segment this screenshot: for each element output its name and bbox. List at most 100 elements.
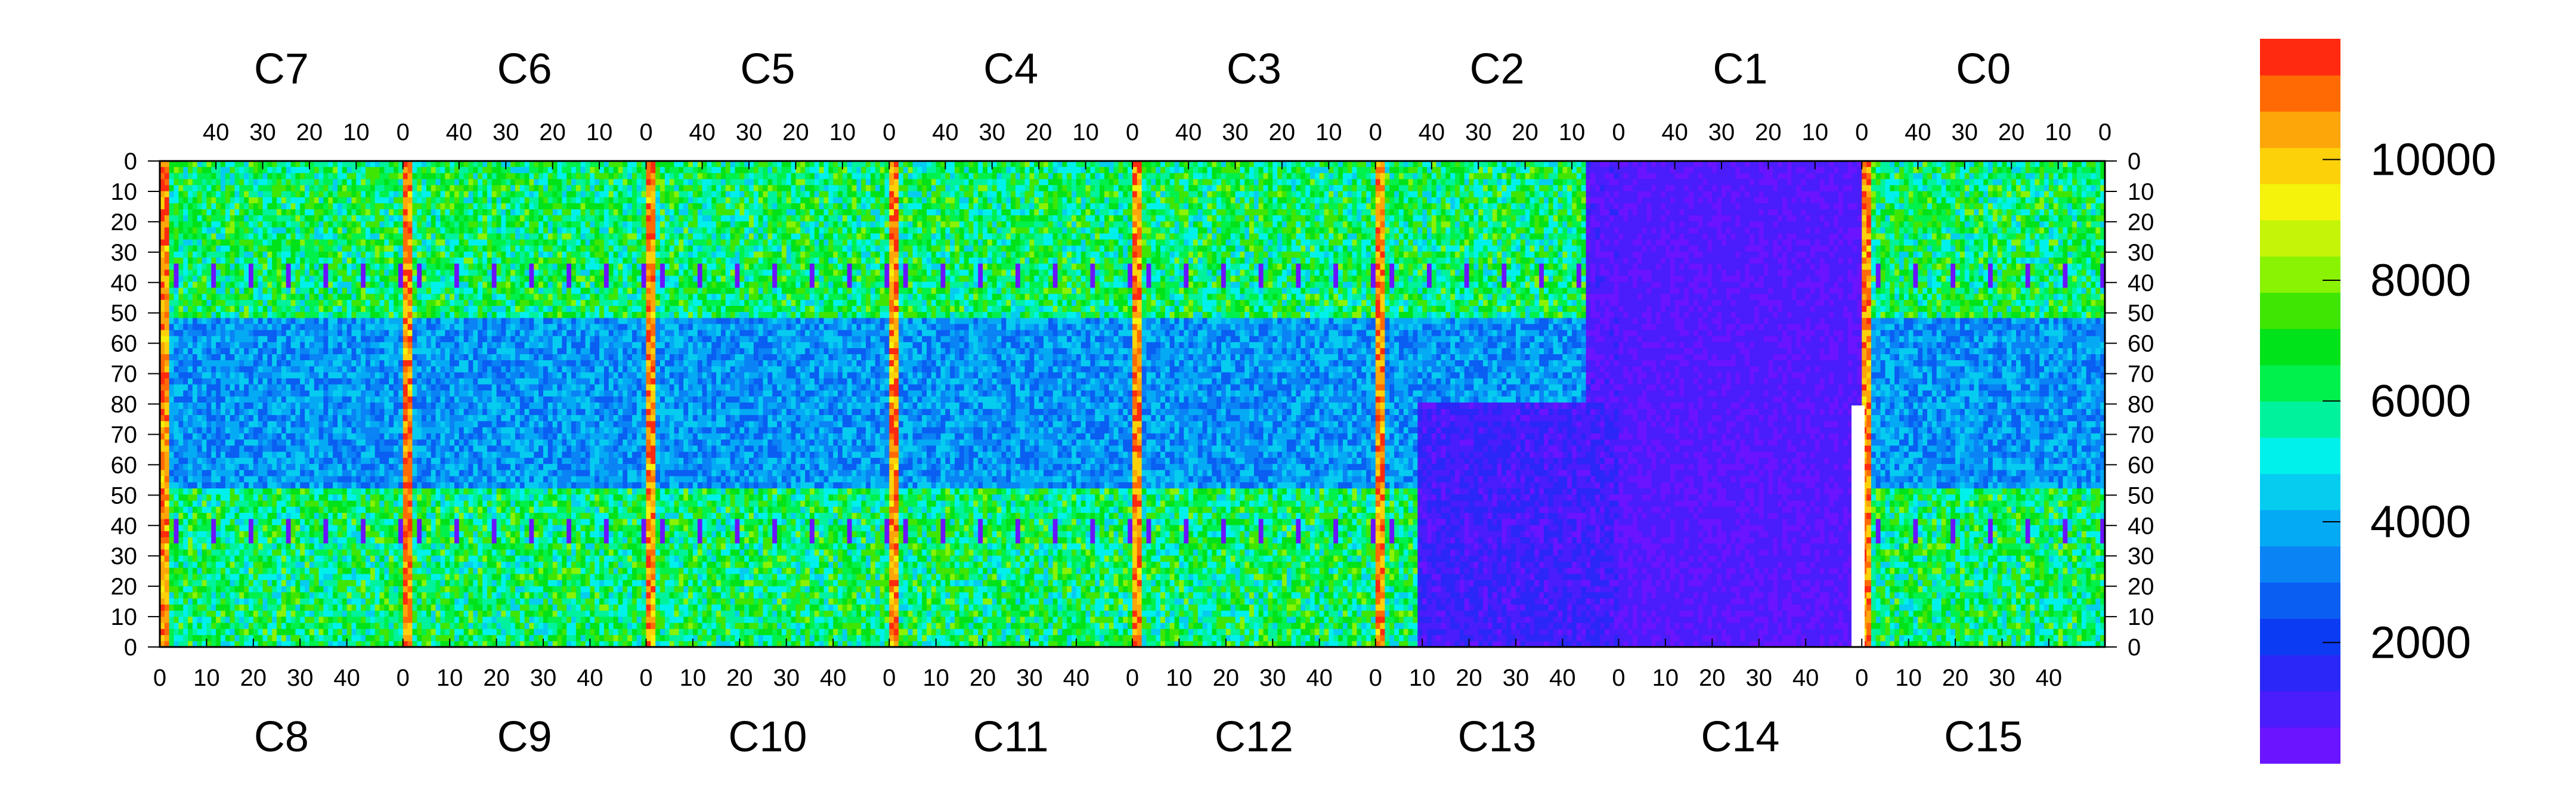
heatmap-cell: [655, 275, 660, 282]
heatmap-cell: [422, 372, 426, 379]
heatmap-cell: [566, 167, 571, 174]
heatmap-cell: [510, 300, 515, 306]
heatmap-cell: [244, 227, 249, 234]
heatmap-cell: [571, 240, 576, 246]
heatmap-cell: [225, 215, 230, 222]
heatmap-cell: [323, 348, 328, 355]
heatmap-cell: [571, 330, 576, 337]
heatmap-cell: [450, 330, 454, 337]
heatmap-cell: [655, 270, 660, 276]
heatmap-cell: [216, 161, 221, 168]
heatmap-cell: [459, 215, 464, 222]
heatmap-cell: [660, 354, 665, 361]
heatmap-cell: [530, 167, 534, 174]
heatmap-cell: [338, 173, 342, 179]
heatmap-cell: [384, 397, 389, 403]
heatmap-cell: [394, 391, 398, 397]
heatmap-cell: [497, 275, 501, 282]
heatmap-cell: [510, 215, 515, 222]
heatmap-cell: [403, 246, 408, 252]
heatmap-cell: [342, 342, 347, 349]
heatmap-cell: [291, 185, 296, 192]
heatmap-cell: [291, 397, 296, 403]
heatmap-cell: [655, 294, 660, 301]
heatmap-cell: [665, 385, 670, 391]
heatmap-cell: [670, 209, 674, 216]
heatmap-cell: [221, 342, 225, 349]
heatmap-cell: [356, 234, 361, 240]
heatmap-cell: [534, 366, 538, 373]
heatmap-cell: [249, 179, 253, 185]
heatmap-cell: [497, 240, 501, 246]
heatmap-cell: [174, 258, 179, 264]
heatmap-cell: [431, 203, 436, 210]
heatmap-cell: [183, 270, 188, 276]
heatmap-cell: [295, 336, 300, 343]
heatmap-cell: [464, 179, 469, 185]
heatmap-cell: [642, 197, 646, 204]
heatmap-cell: [670, 330, 674, 337]
heatmap-cell: [342, 397, 347, 403]
heatmap-cell: [469, 366, 473, 373]
heatmap-cell: [417, 185, 422, 192]
heatmap-cell: [183, 215, 188, 222]
heatmap-cell: [469, 227, 473, 234]
heatmap-cell: [558, 240, 562, 246]
heatmap-cell: [642, 264, 646, 270]
heatmap-cell: [441, 270, 445, 276]
heatmap-cell: [338, 306, 342, 312]
heatmap-cell: [230, 372, 235, 379]
heatmap-cell: [211, 179, 216, 185]
heatmap-cell: [352, 336, 357, 343]
heatmap-cell: [165, 270, 169, 276]
heatmap-cell: [323, 275, 328, 282]
heatmap-cell: [506, 203, 510, 210]
heatmap-cell: [225, 288, 230, 295]
heatmap-cell: [169, 354, 174, 361]
heatmap-cell: [506, 336, 510, 343]
heatmap-cell: [361, 240, 366, 246]
heatmap-cell: [389, 197, 394, 204]
heatmap-cell: [319, 240, 324, 246]
heatmap-cell: [614, 191, 618, 198]
heatmap-cell: [679, 240, 683, 246]
heatmap-cell: [370, 179, 375, 185]
heatmap-cell: [422, 288, 426, 295]
heatmap-cell: [291, 161, 296, 168]
heatmap-cell: [530, 324, 534, 330]
heatmap-cell: [422, 240, 426, 246]
heatmap-cell: [473, 167, 478, 174]
heatmap-cell: [482, 221, 487, 228]
heatmap-cell: [206, 167, 211, 174]
heatmap-cell: [193, 294, 197, 301]
heatmap-cell: [281, 366, 286, 373]
heatmap-cell: [454, 264, 459, 270]
heatmap-cell: [165, 342, 169, 349]
heatmap-cell: [534, 348, 538, 355]
heatmap-cell: [510, 197, 515, 204]
heatmap-cell: [361, 300, 366, 306]
heatmap-cell: [366, 330, 370, 337]
heatmap-cell: [558, 264, 562, 270]
heatmap-cell: [459, 379, 464, 385]
heatmap-cell: [609, 391, 614, 397]
heatmap-cell: [323, 258, 328, 264]
heatmap-cell: [464, 300, 469, 306]
heatmap-cell: [375, 161, 380, 168]
heatmap-cell: [586, 197, 590, 204]
heatmap-cell: [478, 179, 482, 185]
heatmap-cell: [510, 288, 515, 295]
heatmap-cell: [525, 372, 530, 379]
heatmap-cell: [670, 372, 674, 379]
heatmap-cell: [478, 167, 482, 174]
heatmap-cell: [267, 258, 272, 264]
heatmap-cell: [188, 161, 193, 168]
heatmap-cell: [188, 191, 193, 198]
heatmap-cell: [595, 372, 599, 379]
heatmap-cell: [637, 397, 642, 403]
heatmap-cell: [333, 227, 338, 234]
heatmap-cell: [538, 252, 543, 258]
heatmap-cell: [548, 240, 553, 246]
heatmap-cell: [431, 312, 436, 318]
heatmap-cell: [253, 179, 258, 185]
